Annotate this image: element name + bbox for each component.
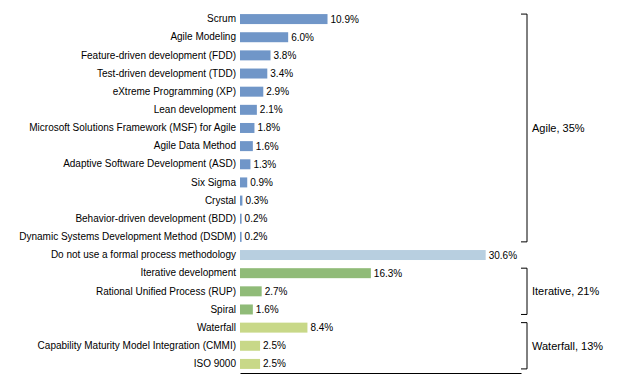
bracket: Agile, 35%: [521, 14, 585, 242]
y-tick: Spiral: [210, 304, 240, 315]
bar: [240, 32, 288, 42]
y-tick: Waterfall: [197, 322, 240, 333]
bracket-label: Iterative, 21%: [532, 285, 599, 297]
plot: 10.9% 6.0% 3.8% 3.4% 2.9% 2.1% 1.8% 1.6% 1.3% 0.9…: [19, 11, 603, 374]
y-tick-label: Capability Maturity Model Integration (C…: [38, 340, 236, 351]
data-label: 1.8%: [257, 122, 280, 133]
y-tick: Adaptive Software Development (ASD): [63, 158, 240, 169]
bracket-label: Waterfall, 13%: [532, 340, 603, 352]
y-tick: Iterative development: [140, 267, 240, 278]
bar: [240, 14, 328, 24]
bar: [240, 87, 263, 97]
bar: [240, 196, 242, 206]
y-tick-label: Scrum: [207, 13, 236, 24]
bar: [240, 323, 307, 333]
bar: [240, 250, 486, 260]
y-tick-label: Crystal: [205, 195, 236, 206]
y-tick: Behavior-driven development (BDD): [75, 213, 240, 224]
data-label: 0.9%: [250, 177, 273, 188]
y-tick: Capability Maturity Model Integration (C…: [38, 340, 240, 351]
y-tick-label: Iterative development: [140, 267, 236, 278]
bar: [240, 214, 242, 224]
data-label: 3.8%: [274, 50, 297, 61]
y-tick-label: Feature-driven development (FDD): [81, 50, 236, 61]
y-tick: Feature-driven development (FDD): [81, 50, 240, 61]
data-label: 30.6%: [489, 250, 517, 261]
data-label: 2.7%: [265, 286, 288, 297]
bracket: Iterative, 21%: [521, 268, 599, 314]
data-label: 8.4%: [310, 322, 333, 333]
y-tick: Scrum: [207, 13, 240, 24]
bar: [240, 69, 267, 79]
y-tick-label: Waterfall: [197, 322, 236, 333]
data-label: 1.3%: [253, 159, 276, 170]
data-label: 3.4%: [270, 68, 293, 79]
y-axis: Scrum Agile Modeling Feature-driven develo…: [19, 11, 240, 374]
y-tick-label: Do not use a formal process methodology: [51, 249, 236, 260]
y-tick-label: Adaptive Software Development (ASD): [63, 158, 236, 169]
y-tick-label: Agile Data Method: [154, 140, 236, 151]
y-tick: Crystal: [205, 195, 240, 206]
bar: [240, 105, 257, 115]
y-tick-label: Microsoft Solutions Framework (MSF) for …: [29, 122, 236, 133]
data-label: 0.3%: [245, 195, 268, 206]
y-tick: ISO 9000: [194, 358, 240, 369]
y-axis-line: [240, 11, 241, 374]
y-tick-label: Test-driven development (TDD): [97, 68, 236, 79]
data-label: 0.2%: [245, 231, 268, 242]
x-axis: [241, 373, 522, 374]
y-tick: Rational Unified Process (RUP): [96, 286, 240, 297]
bar: [240, 177, 247, 187]
brackets: Agile, 35% Iterative, 21% Waterfall, 13%: [521, 14, 603, 369]
y-tick-label: Spiral: [210, 304, 236, 315]
x-axis-line: [241, 373, 522, 374]
y-tick: Do not use a formal process methodology: [51, 249, 240, 260]
bar: [240, 359, 260, 369]
y-tick-label: Behavior-driven development (BDD): [75, 213, 236, 224]
y-tick: Test-driven development (TDD): [97, 68, 240, 79]
y-tick: Microsoft Solutions Framework (MSF) for …: [29, 122, 240, 133]
data-label: 2.5%: [263, 358, 286, 369]
y-tick: Agile Modeling: [170, 31, 240, 42]
data-label: 1.6%: [256, 141, 279, 152]
y-tick-label: Lean development: [154, 104, 237, 115]
data-label: 16.3%: [374, 268, 402, 279]
bar: [240, 304, 253, 314]
data-label: 10.9%: [331, 14, 359, 25]
bracket-line: [521, 14, 527, 242]
bracket-label: Agile, 35%: [532, 122, 585, 134]
bracket-line: [521, 268, 527, 314]
y-tick: Lean development: [154, 104, 240, 115]
chart: 10.9% 6.0% 3.8% 3.4% 2.9% 2.1% 1.8% 1.6% 1.3% 0.9…: [0, 0, 629, 389]
data-labels: 10.9% 6.0% 3.8% 3.4% 2.9% 2.1% 1.8% 1.6% 1.3% 0.9…: [245, 14, 518, 370]
bar: [240, 159, 250, 169]
bar: [240, 268, 371, 278]
y-tick-label: Rational Unified Process (RUP): [96, 286, 236, 297]
bars: [240, 14, 486, 369]
data-label: 6.0%: [291, 32, 314, 43]
y-tick-label: Dynamic Systems Development Method (DSDM…: [19, 231, 236, 242]
bar: [240, 232, 242, 242]
data-label: 2.1%: [260, 104, 283, 115]
y-tick-label: eXtreme Programming (XP): [113, 86, 236, 97]
data-label: 2.9%: [266, 86, 289, 97]
y-tick-label: Agile Modeling: [170, 31, 236, 42]
y-tick: Dynamic Systems Development Method (DSDM…: [19, 231, 240, 242]
data-label: 1.6%: [256, 304, 279, 315]
y-tick-label: ISO 9000: [194, 358, 237, 369]
bar: [240, 50, 271, 60]
bracket-line: [521, 323, 527, 369]
bracket: Waterfall, 13%: [521, 323, 603, 369]
bar: [240, 123, 254, 133]
y-tick: Six Sigma: [191, 177, 240, 188]
data-label: 0.2%: [245, 213, 268, 224]
bar: [240, 286, 262, 296]
y-tick-label: Six Sigma: [191, 177, 236, 188]
y-tick: Agile Data Method: [154, 140, 240, 151]
bar: [240, 341, 260, 351]
bar: [240, 141, 253, 151]
data-label: 2.5%: [263, 340, 286, 351]
y-tick: eXtreme Programming (XP): [113, 86, 240, 97]
